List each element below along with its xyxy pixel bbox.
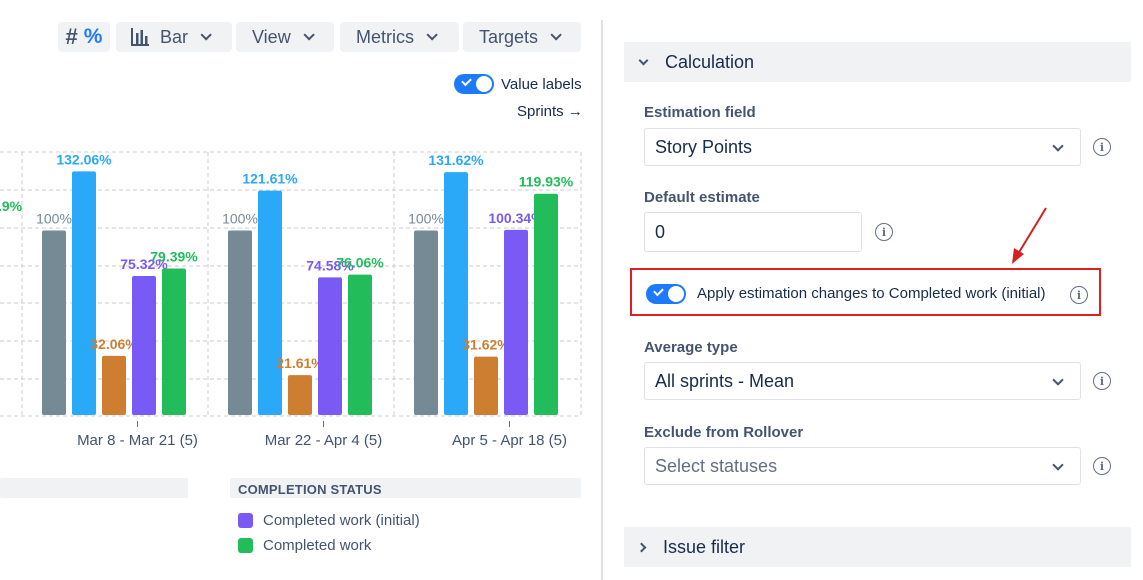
x-tick-label: Apr 5 - Apr 18 (5): [452, 432, 567, 449]
apply-estimation-toggle[interactable]: [646, 284, 686, 304]
legend-label: Completed work (initial): [263, 512, 420, 529]
chart-bar: [474, 356, 498, 415]
default-estimate-value: 0: [655, 221, 666, 242]
chevron-down-icon: [1052, 140, 1064, 152]
exclude-rollover-label: Exclude from Rollover: [644, 424, 804, 441]
exclude-rollover-select[interactable]: Select statuses: [644, 447, 1081, 485]
average-type-value: All sprints - Mean: [655, 370, 795, 391]
percent-icon[interactable]: %: [83, 25, 103, 48]
chart-bar: [132, 276, 156, 415]
chart-bar: [534, 193, 558, 415]
check-icon: [461, 75, 472, 87]
value-labels-toggle[interactable]: [454, 74, 494, 94]
data-label: 32.06%: [90, 336, 138, 352]
toggle-knob: [668, 286, 684, 302]
average-type-label: Average type: [644, 339, 738, 356]
hash-icon[interactable]: #: [65, 24, 78, 49]
chart-bar: [72, 171, 96, 415]
legend-left-header: [0, 478, 188, 498]
chart-bar: [258, 190, 282, 415]
panel-divider[interactable]: [601, 20, 603, 580]
chevron-down-icon: [200, 29, 212, 41]
average-type-select[interactable]: All sprints - Mean: [644, 362, 1081, 400]
chevron-down-icon: [550, 29, 562, 41]
chart-bar: [348, 274, 372, 415]
check-icon: [653, 285, 664, 297]
default-estimate-input[interactable]: 0: [644, 212, 862, 252]
estimation-field-select[interactable]: Story Points: [644, 128, 1081, 166]
calculation-title: Calculation: [665, 51, 755, 72]
legend-label: Completed work: [263, 537, 372, 554]
chevron-down-icon: [1052, 374, 1064, 386]
legend-item[interactable]: Completed work (initial): [238, 512, 420, 529]
data-label: 131.62%: [428, 152, 484, 168]
completion-bar-chart: .9% 100% 132.06% 32.06% 75.32%79.39% Mar 8 - …: [0, 151, 582, 449]
chart-bar: [318, 277, 342, 415]
data-label: 79.39%: [150, 249, 198, 265]
chevron-right-icon: [636, 542, 647, 552]
targets-dropdown[interactable]: Targets: [463, 22, 581, 52]
sprints-link[interactable]: Sprints →: [517, 103, 583, 120]
x-tick-label: Mar 8 - Mar 21 (5): [77, 432, 198, 449]
data-label: 21.61%: [276, 355, 324, 371]
data-label: .9%: [0, 198, 23, 214]
chart-type-label: Bar: [160, 26, 189, 47]
targets-label: Targets: [479, 26, 539, 47]
metrics-dropdown[interactable]: Metrics: [340, 22, 459, 52]
exclude-rollover-placeholder: Select statuses: [655, 455, 778, 476]
chevron-down-icon: [1052, 459, 1064, 471]
data-label: 100%: [36, 211, 72, 227]
estimation-field-value: Story Points: [655, 136, 753, 157]
view-label: View: [252, 26, 291, 47]
info-icon[interactable]: i: [1093, 138, 1111, 156]
bar-chart-icon: [131, 28, 149, 46]
apply-estimation-highlight: [630, 268, 1101, 316]
issue-filter-section-header[interactable]: Issue filter: [624, 527, 1131, 567]
chevron-down-icon: [303, 29, 315, 41]
x-tick-label: Mar 22 - Apr 4 (5): [265, 432, 383, 449]
data-label: 119.93%: [519, 174, 574, 190]
chart-bar: [228, 230, 252, 415]
calculation-section-header[interactable]: Calculation: [624, 42, 1131, 82]
info-icon[interactable]: i: [1093, 372, 1111, 390]
data-label: 100%: [408, 211, 444, 227]
chart-bar: [288, 375, 312, 415]
chart-type-dropdown[interactable]: Bar: [116, 22, 232, 52]
value-labels-label: Value labels: [501, 76, 582, 93]
chart-bar: [102, 355, 126, 415]
apply-estimation-label: Apply estimation changes to Completed wo…: [697, 285, 1046, 302]
chevron-down-icon: [638, 55, 649, 65]
toggle-knob: [476, 76, 492, 92]
data-label: 121.61%: [242, 171, 298, 187]
legend-item[interactable]: Completed work: [238, 537, 371, 554]
chart-bar: [162, 268, 186, 415]
chart-bar: [504, 229, 528, 415]
legend-header-bar: [230, 478, 581, 498]
view-dropdown[interactable]: View: [236, 22, 334, 52]
metrics-label: Metrics: [356, 26, 414, 47]
estimation-field-label: Estimation field: [644, 104, 756, 121]
info-icon[interactable]: i: [1070, 286, 1088, 304]
chart-bar: [42, 230, 66, 415]
annotation-arrow: [1012, 207, 1047, 264]
number-format-toggle[interactable]: # %: [58, 22, 110, 52]
data-label: 132.06%: [56, 151, 112, 167]
info-icon[interactable]: i: [1093, 457, 1111, 475]
issue-filter-title: Issue filter: [663, 536, 746, 557]
info-icon[interactable]: i: [875, 223, 893, 241]
legend-swatch: [238, 513, 253, 528]
data-label: 100%: [222, 211, 258, 227]
default-estimate-label: Default estimate: [644, 189, 760, 206]
data-label: 75.32%: [120, 256, 168, 272]
data-label: 100.34%: [488, 210, 544, 226]
data-label: 76.06%: [336, 255, 384, 271]
data-label: 74.58%: [306, 257, 354, 273]
legend-title: COMPLETION STATUS: [238, 482, 382, 497]
data-label: 31.62%: [462, 337, 510, 353]
chevron-down-icon: [426, 29, 438, 41]
legend-swatch: [238, 538, 253, 553]
chart-bar: [414, 230, 438, 415]
chart-bar: [444, 172, 468, 415]
